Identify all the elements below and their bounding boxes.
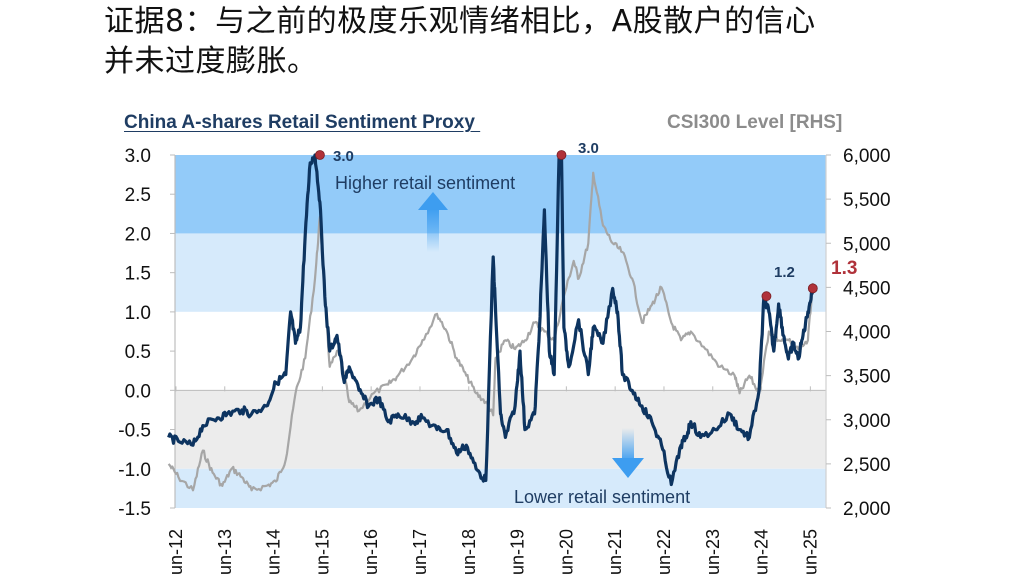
x-tick-label: un-23	[703, 529, 723, 575]
chart-title: China A-shares Retail Sentiment Proxy	[124, 112, 481, 133]
right-tick-label: 6,000	[843, 146, 891, 167]
headline-line-2: 并未过度膨胀。	[104, 44, 318, 79]
up-arrow-icon	[418, 192, 448, 252]
x-tick-label: un-24	[752, 529, 772, 575]
x-tick-label: un-22	[654, 529, 674, 575]
headline: 证据8：与之前的极度乐观情绪相比，A股散户的信心 并未过度膨胀。	[104, 2, 816, 82]
right-tick-label: 2,000	[843, 499, 891, 520]
right-tick-label: 5,000	[843, 234, 891, 255]
left-tick-label: 3.0	[125, 146, 151, 167]
x-tick-label: un-19	[508, 529, 528, 575]
x-tick-label: un-20	[556, 529, 576, 575]
left-tick-label: 2.5	[125, 185, 151, 206]
x-tick-label: un-17	[410, 529, 430, 575]
latest-2025-label: 1.3	[831, 258, 857, 279]
sentiment-line	[167, 153, 815, 487]
down-arrow-icon	[612, 428, 644, 478]
peak-2015-label: 3.0	[333, 148, 354, 165]
right-tick-label: 4,500	[843, 278, 891, 299]
x-tick-label: un-16	[361, 529, 381, 575]
right-tick-label: 3,000	[843, 411, 891, 432]
highlight-markers	[315, 150, 818, 302]
band-very-high	[175, 155, 826, 234]
left-tick-label: -0.5	[118, 421, 151, 442]
left-tick-label: 2.0	[125, 224, 151, 245]
right-tick-label: 5,500	[843, 190, 891, 211]
highlight-marker	[807, 283, 818, 294]
headline-line-1: 证据8：与之前的极度乐观情绪相比，A股散户的信心	[104, 4, 816, 39]
x-tick-label: un-15	[312, 529, 332, 575]
left-tick-label: 0.0	[125, 381, 151, 402]
right-tick-label: 3,500	[843, 367, 891, 388]
higher-sentiment-label: Higher retail sentiment	[335, 173, 515, 193]
left-tick-label: -1.5	[118, 499, 151, 520]
peak-2024-label: 1.2	[774, 264, 795, 281]
sentiment-arrows	[418, 192, 644, 478]
x-tick-label: un-14	[264, 529, 284, 575]
csi300-line	[167, 171, 814, 492]
lower-sentiment-label: Lower retail sentiment	[514, 487, 690, 507]
highlight-marker	[761, 291, 772, 302]
x-tick-label: un-25	[800, 529, 820, 575]
x-tick-label: un-12	[166, 529, 186, 575]
left-tick-label: 1.0	[125, 303, 151, 324]
x-tick-label: un-21	[605, 529, 625, 575]
axes: 3.0 2.5 2.0 1.5 1.0 0.5 0.0 -0.5 -1.0 -1.5 6,000 5,…	[118, 146, 890, 575]
x-tick-label: un-18	[459, 529, 479, 575]
shaded-bands	[175, 155, 826, 508]
band-low	[175, 468, 826, 508]
left-tick-label: 0.5	[125, 342, 151, 363]
x-tick-label: un-13	[215, 529, 235, 575]
right-tick-label: 4,000	[843, 323, 891, 344]
highlight-marker	[556, 150, 567, 160]
rhs-axis-title: CSI300 Level [RHS]	[667, 112, 843, 133]
peak-2020-label: 3.0	[578, 140, 599, 157]
right-tick-label: 2,500	[843, 455, 891, 476]
left-tick-label: 1.5	[125, 264, 151, 285]
left-tick-label: -1.0	[118, 460, 151, 481]
band-high	[175, 233, 826, 312]
highlight-marker	[315, 150, 325, 160]
series-lines	[167, 153, 815, 492]
